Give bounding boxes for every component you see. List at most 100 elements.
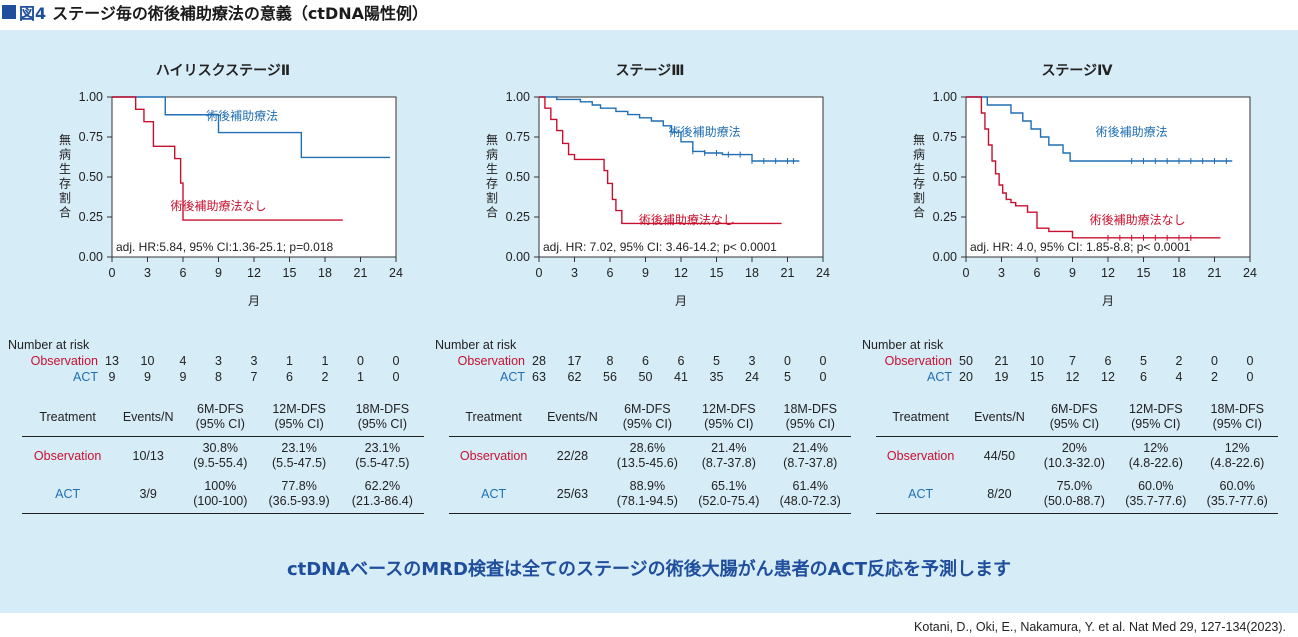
x-tick-label: 21 bbox=[354, 266, 368, 280]
risk-count: 0 bbox=[784, 354, 791, 368]
risk-count: 20 bbox=[959, 370, 973, 384]
km-curve-act bbox=[112, 96, 391, 159]
risk-count: 4 bbox=[179, 354, 187, 368]
risk-row-label: ACT bbox=[927, 370, 952, 384]
dfs-ci: (48.0-72.3) bbox=[779, 494, 841, 508]
risk-count: 0 bbox=[357, 354, 364, 368]
risk-row-act: ACT 20 19 15 12 12 6 4 2 0 bbox=[862, 370, 1292, 386]
risk-count: 4 bbox=[1175, 370, 1183, 384]
dfs-ci: (21.3-86.4) bbox=[351, 494, 413, 508]
risk-count: 5 bbox=[784, 370, 791, 384]
dfs-events: 8/20 bbox=[965, 475, 1034, 514]
series-label-act: 術後補助療法 bbox=[1096, 125, 1168, 139]
x-tick-label: 18 bbox=[745, 266, 759, 280]
dfs-ci: (9.5-55.4) bbox=[193, 456, 248, 470]
dfs-header: 6M-DFS (95% CI) bbox=[183, 398, 258, 437]
dfs-value: 65.1% bbox=[711, 479, 747, 493]
number-at-risk: Number at risk Observation 13 10 4 3 3 1 1 0 0 ACT 9… bbox=[8, 338, 438, 390]
x-tick-label: 3 bbox=[144, 266, 151, 280]
y-tick-label: 0.50 bbox=[506, 170, 530, 184]
dfs-header: 6M-DFS (95% CI) bbox=[1033, 398, 1116, 437]
series-label-obs: 術後補助療法なし bbox=[1090, 213, 1186, 227]
risk-count: 9 bbox=[144, 370, 151, 384]
y-axis-label: 無病生存割合 bbox=[486, 132, 498, 220]
dfs-m6: 30.8% (9.5-55.4) bbox=[183, 437, 257, 476]
dfs-value: 21.4% bbox=[792, 441, 828, 455]
dfs-m18: 12% (4.8-22.6) bbox=[1197, 437, 1278, 476]
dfs-value: 88.9% bbox=[629, 479, 666, 493]
dfs-value: 30.8% bbox=[202, 441, 239, 455]
y-tick-label: 0.00 bbox=[933, 250, 957, 264]
risk-count: 9 bbox=[108, 370, 116, 384]
series-label-act: 術後補助療法 bbox=[669, 125, 741, 139]
dfs-header: 18M-DFS (95% CI) bbox=[340, 398, 424, 437]
dfs-events: 22/28 bbox=[556, 448, 589, 463]
x-tick-label: 9 bbox=[642, 266, 649, 280]
risk-count: 9 bbox=[179, 370, 187, 384]
risk-count: 15 bbox=[1030, 370, 1044, 384]
km-chart: 0.00 0.25 0.50 0.75 1.00 0 3 6 9 12 15 18 21 24 月 無病生存割… bbox=[913, 90, 1257, 308]
risk-count: 3 bbox=[215, 354, 222, 368]
y-axis-label: 無病生存割合 bbox=[59, 132, 71, 220]
x-tick-label: 12 bbox=[674, 266, 688, 280]
y-tick-label: 0.00 bbox=[506, 250, 530, 264]
dfs-m12: 12% (4.8-22.6) bbox=[1115, 437, 1196, 476]
risk-count: 5 bbox=[713, 354, 720, 368]
x-tick-label: 15 bbox=[1137, 266, 1151, 280]
km-chart: 0.00 0.25 0.50 0.75 1.00 0 3 6 9 12 15 18 21 24 月 無病生存割… bbox=[59, 90, 403, 308]
y-tick-label: 0.50 bbox=[79, 170, 103, 184]
risk-count: 0 bbox=[1211, 354, 1218, 368]
dfs-header: 12M-DFS (95% CI) bbox=[1115, 398, 1197, 437]
risk-count: 1 bbox=[286, 354, 293, 368]
dfs-events: 10/13 bbox=[132, 448, 164, 463]
dfs-ci: (8.7-37.8) bbox=[783, 456, 838, 470]
x-tick-label: 21 bbox=[1208, 266, 1222, 280]
risk-count: 63 bbox=[532, 370, 546, 384]
dfs-ci: (10.3-32.0) bbox=[1043, 456, 1105, 470]
dfs-header-row: Treatment Events/N 6M-DFS (95% CI) 12M-DFS … bbox=[22, 398, 424, 437]
dfs-m12: 77.8% (36.5-93.9) bbox=[257, 475, 341, 514]
dfs-value: 60.0% bbox=[1138, 479, 1174, 493]
dfs-m6: 75.0% (50.0-88.7) bbox=[1033, 475, 1116, 514]
dfs-row: ACT 8/20 75.0% (50.0-88.7) 60.0% (35.7-77.6) 6… bbox=[876, 475, 1278, 514]
risk-row-label: ACT bbox=[500, 370, 525, 384]
dfs-header: 18M-DFS (95% CI) bbox=[769, 398, 851, 437]
risk-count: 6 bbox=[286, 370, 293, 384]
y-tick-label: 0.75 bbox=[79, 130, 103, 144]
y-tick-label: 0.25 bbox=[506, 210, 530, 224]
dfs-events: 44/50 bbox=[983, 448, 1016, 463]
dfs-treatment: Observation bbox=[886, 448, 955, 463]
stage-title: ステージⅢ bbox=[615, 63, 685, 79]
y-tick-label: 1.00 bbox=[79, 90, 103, 104]
stage-panel: ハイリスクステージⅡ 0.00 0.25 0.50 0.75 1.00 0 3 6 9 12 15 18… bbox=[8, 30, 438, 590]
dfs-header: 18M-DFS (95% CI) bbox=[1196, 398, 1278, 437]
dfs-events: 3/9 bbox=[113, 475, 184, 514]
risk-header: Number at risk bbox=[435, 338, 517, 352]
x-tick-label: 24 bbox=[816, 266, 830, 280]
km-curve-obs bbox=[966, 96, 1221, 239]
dfs-ci: (8.7-37.8) bbox=[701, 456, 756, 470]
dfs-header: 6M-DFS (95% CI) bbox=[606, 398, 689, 437]
x-tick-label: 12 bbox=[1101, 266, 1115, 280]
risk-row-act: ACT 63 62 56 50 41 35 24 5 0 bbox=[435, 370, 865, 386]
risk-row-label: ACT bbox=[73, 370, 98, 384]
risk-count: 0 bbox=[392, 370, 400, 384]
x-tick-label: 12 bbox=[247, 266, 261, 280]
dfs-value: 28.6% bbox=[629, 441, 666, 455]
risk-count: 5 bbox=[1140, 354, 1147, 368]
dfs-m6: 88.9% (78.1-94.5) bbox=[606, 475, 689, 514]
dfs-m18: 23.1% (5.5-47.5) bbox=[341, 437, 424, 476]
risk-row-obs: Observation 28 17 8 6 6 5 3 0 0 bbox=[435, 354, 865, 370]
x-tick-label: 0 bbox=[963, 266, 970, 280]
dfs-treatment: Observation bbox=[459, 448, 528, 463]
stage-panel: ステージⅣ 0.00 0.25 0.50 0.75 1.00 0 3 6 9 12 15 18 21 24 月… bbox=[862, 30, 1292, 590]
dfs-table: Treatment Events/N 6M-DFS (95% CI) 12M-DFS … bbox=[876, 398, 1278, 514]
dfs-m12: 21.4% (8.7-37.8) bbox=[688, 437, 769, 476]
y-tick-label: 1.00 bbox=[506, 90, 530, 104]
risk-count: 1 bbox=[321, 354, 329, 368]
x-tick-label: 15 bbox=[283, 266, 297, 280]
risk-count: 19 bbox=[994, 370, 1009, 384]
dfs-row: Observation 10/13 30.8% (9.5-55.4) 23.1% (5.5… bbox=[22, 437, 424, 476]
dfs-m18: 21.4% (8.7-37.8) bbox=[770, 437, 851, 476]
x-tick-label: 6 bbox=[180, 266, 187, 280]
